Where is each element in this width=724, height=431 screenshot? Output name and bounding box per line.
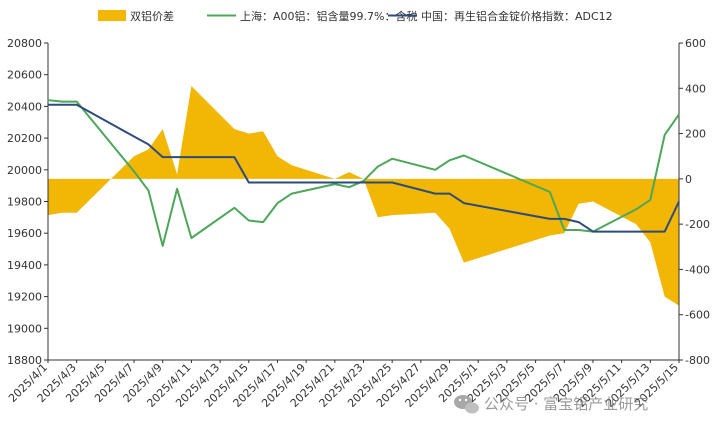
legend-item-adc12: 中国：再生铝合金锭价格指数：ADC12	[388, 9, 613, 23]
wechat-icon	[454, 395, 479, 414]
left-axis-tick-label: 19200	[7, 291, 42, 304]
right-axis-tick-label: -400	[685, 263, 710, 276]
right-axis-tick-label: 600	[685, 37, 706, 50]
right-axis-tick-label: 400	[685, 82, 706, 95]
left-axis-tick-label: 19800	[7, 196, 42, 209]
legend-item-a00: 上海：A00铝：铝含量99.7%：含税	[207, 9, 417, 23]
left-axis-tick-label: 20000	[7, 164, 42, 177]
left-axis-tick-label: 19400	[7, 259, 42, 272]
right-axis-tick-label: 0	[685, 173, 692, 186]
legend: 双铝价差 上海：A00铝：铝含量99.7%：含税 中国：再生铝合金锭价格指数：A…	[98, 9, 613, 23]
watermark-text: 公众号 · 富宝铝产业研究	[484, 395, 648, 413]
left-axis-tick-label: 20400	[7, 100, 42, 113]
left-axis-tick-label: 20200	[7, 132, 42, 145]
series-area-spread	[48, 86, 679, 306]
series-line-a00	[47, 99, 680, 247]
left-axis-tick-label: 19000	[7, 322, 42, 335]
right-axis-tick-label: -600	[685, 309, 710, 322]
legend-swatch-spread	[98, 10, 126, 21]
legend-label-adc12: 中国：再生铝合金锭价格指数：ADC12	[421, 9, 613, 23]
series-line-adc12	[48, 103, 680, 233]
legend-label-spread: 双铝价差	[130, 9, 174, 23]
left-axis-tick-label: 18800	[7, 354, 42, 367]
left-axis-tick-label: 20600	[7, 69, 42, 82]
left-axis-tick-label: 19600	[7, 227, 42, 240]
lines-layer	[47, 99, 680, 247]
left-axis-tick-label: 20800	[7, 37, 42, 50]
right-axis-tick-label: -800	[685, 354, 710, 367]
left-axis-tick-labels: 18800 19000 19200 19400 19600 19800 20000 20200…	[7, 37, 48, 367]
spread-area-layer	[48, 86, 679, 306]
legend-item-spread: 双铝价差	[98, 9, 174, 23]
watermark: 公众号 · 富宝铝产业研究	[454, 395, 648, 414]
right-axis-tick-label: 200	[685, 128, 706, 141]
right-axis-tick-labels: -800 -600 -400 -200 0 200 400 600	[679, 37, 710, 367]
right-axis-tick-label: -200	[685, 218, 710, 231]
legend-label-a00: 上海：A00铝：铝含量99.7%：含税	[240, 9, 417, 23]
